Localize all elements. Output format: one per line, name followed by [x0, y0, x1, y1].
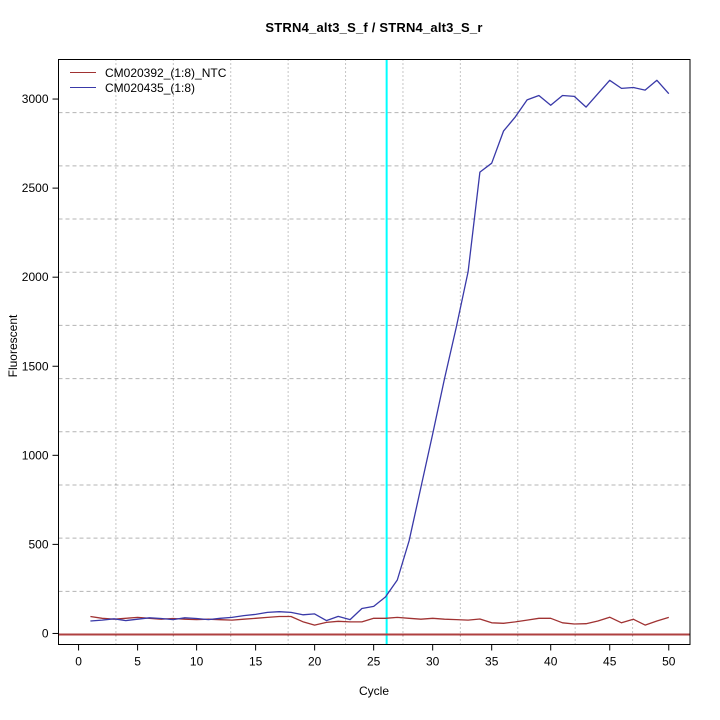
x-tick-label: 45	[603, 655, 617, 669]
y-tick-label: 2000	[22, 270, 49, 284]
legend-label-sample: CM020435_(1:8)	[105, 80, 196, 95]
y-tick-label: 1500	[22, 359, 49, 373]
x-tick-label: 50	[662, 655, 676, 669]
y-axis-label: Fluorescent	[6, 314, 20, 378]
x-tick-label: 40	[544, 655, 558, 669]
x-axis-label: Cycle	[358, 684, 389, 698]
legend-label-ntc: CM020392_(1:8)_NTC	[105, 65, 227, 80]
ntc-line-swatch	[70, 72, 96, 73]
y-tick-label: 1000	[22, 448, 49, 462]
x-tick-label: 35	[485, 655, 499, 669]
series-CM020392_(1:8)_NTC	[90, 615, 669, 626]
legend: CM020392_(1:8)_NTC CM020435_(1:8)	[70, 65, 226, 95]
x-tick-label: 20	[308, 655, 322, 669]
legend-item-sample: CM020435_(1:8)	[70, 80, 226, 95]
y-tick-label: 0	[42, 626, 49, 640]
y-tick-label: 3000	[22, 92, 49, 106]
x-tick-label: 25	[367, 655, 381, 669]
y-tick-label: 500	[28, 537, 48, 551]
chart-title: STRN4_alt3_S_f / STRN4_alt3_S_r	[265, 20, 483, 35]
y-tick-label: 2500	[22, 181, 49, 195]
x-tick-label: 30	[426, 655, 440, 669]
sample-line-swatch	[70, 87, 96, 88]
plot-frame	[58, 59, 691, 645]
legend-item-ntc: CM020392_(1:8)_NTC	[70, 65, 226, 80]
x-tick-label: 5	[134, 655, 141, 669]
x-tick-label: 15	[249, 655, 263, 669]
x-tick-label: 10	[190, 655, 204, 669]
series-CM020435_(1:8)	[90, 79, 670, 622]
x-tick-label: 0	[75, 655, 82, 669]
